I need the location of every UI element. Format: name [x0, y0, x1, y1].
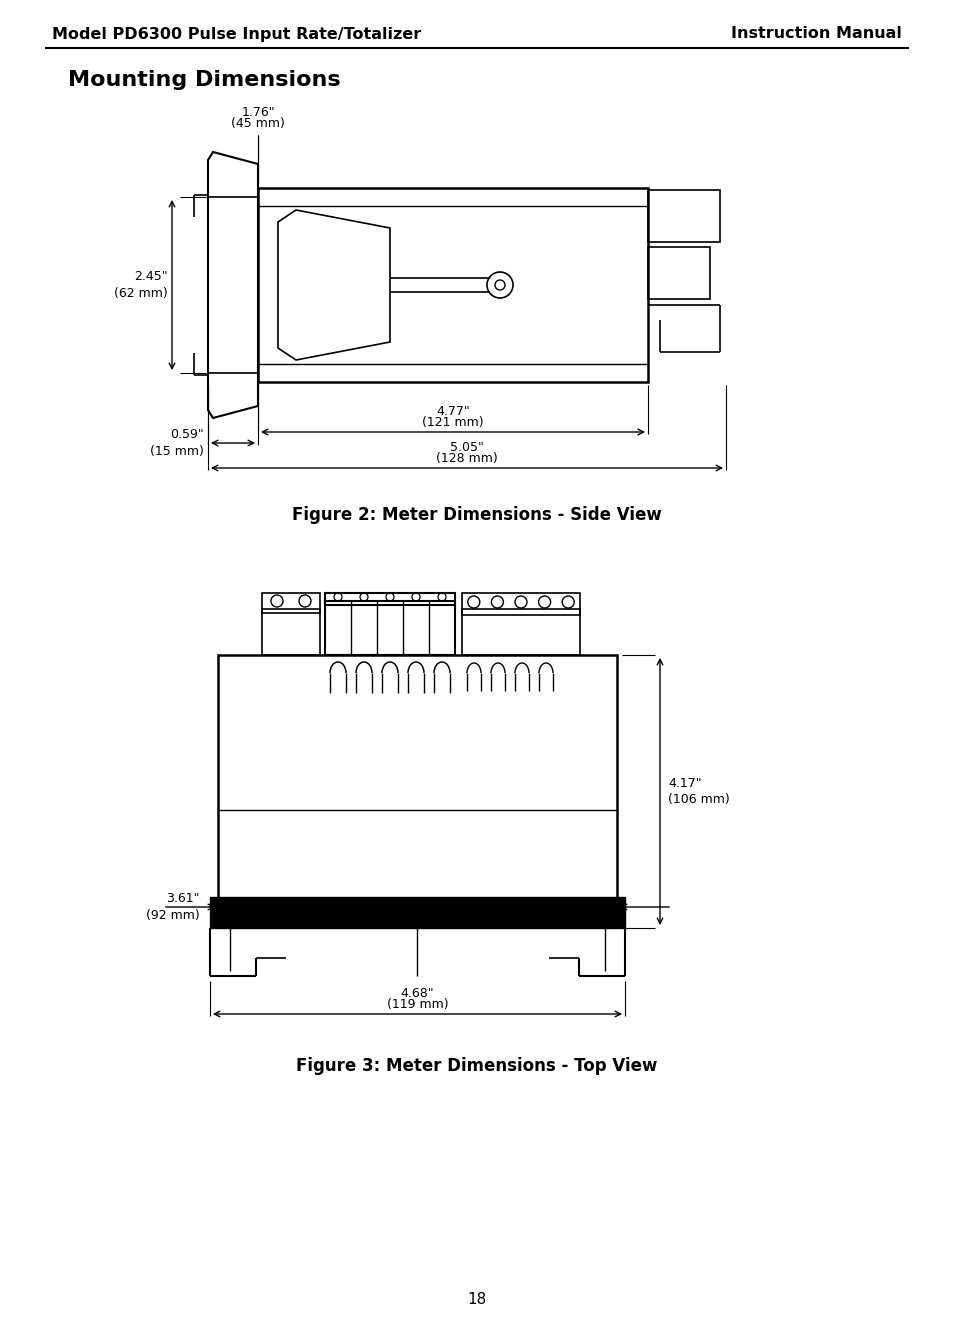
Text: (128 mm): (128 mm) — [436, 452, 497, 465]
Bar — [325, 593, 455, 605]
Bar — [210, 896, 624, 929]
Text: 5.05": 5.05" — [450, 441, 483, 454]
Text: (62 mm): (62 mm) — [114, 286, 168, 299]
Text: (92 mm): (92 mm) — [146, 908, 200, 922]
Text: (45 mm): (45 mm) — [231, 118, 285, 130]
Text: Figure 2: Meter Dimensions - Side View: Figure 2: Meter Dimensions - Side View — [292, 506, 661, 524]
Text: 4.17": 4.17" — [667, 778, 700, 790]
Bar — [647, 247, 709, 299]
Bar — [218, 655, 617, 900]
Bar — [647, 190, 720, 242]
Text: 3.61": 3.61" — [167, 892, 200, 906]
Text: Mounting Dimensions: Mounting Dimensions — [68, 69, 340, 90]
Bar — [257, 188, 647, 382]
Text: (106 mm): (106 mm) — [667, 794, 729, 806]
Text: 18: 18 — [467, 1292, 486, 1308]
Text: (119 mm): (119 mm) — [386, 998, 448, 1011]
Bar — [461, 609, 579, 655]
Text: 1.76": 1.76" — [241, 106, 274, 119]
Bar — [461, 593, 579, 615]
Bar — [262, 609, 319, 655]
Text: 4.77": 4.77" — [436, 405, 470, 418]
Bar — [262, 593, 319, 613]
Text: Figure 3: Meter Dimensions - Top View: Figure 3: Meter Dimensions - Top View — [296, 1057, 657, 1075]
Text: 2.45": 2.45" — [134, 270, 168, 283]
Text: Instruction Manual: Instruction Manual — [730, 27, 901, 41]
Bar — [325, 601, 455, 655]
Text: (121 mm): (121 mm) — [422, 415, 483, 429]
Text: Model PD6300 Pulse Input Rate/Totalizer: Model PD6300 Pulse Input Rate/Totalizer — [52, 27, 421, 41]
Text: 0.59": 0.59" — [170, 429, 204, 441]
Text: 4.68": 4.68" — [400, 987, 434, 1001]
Text: (15 mm): (15 mm) — [150, 445, 204, 457]
